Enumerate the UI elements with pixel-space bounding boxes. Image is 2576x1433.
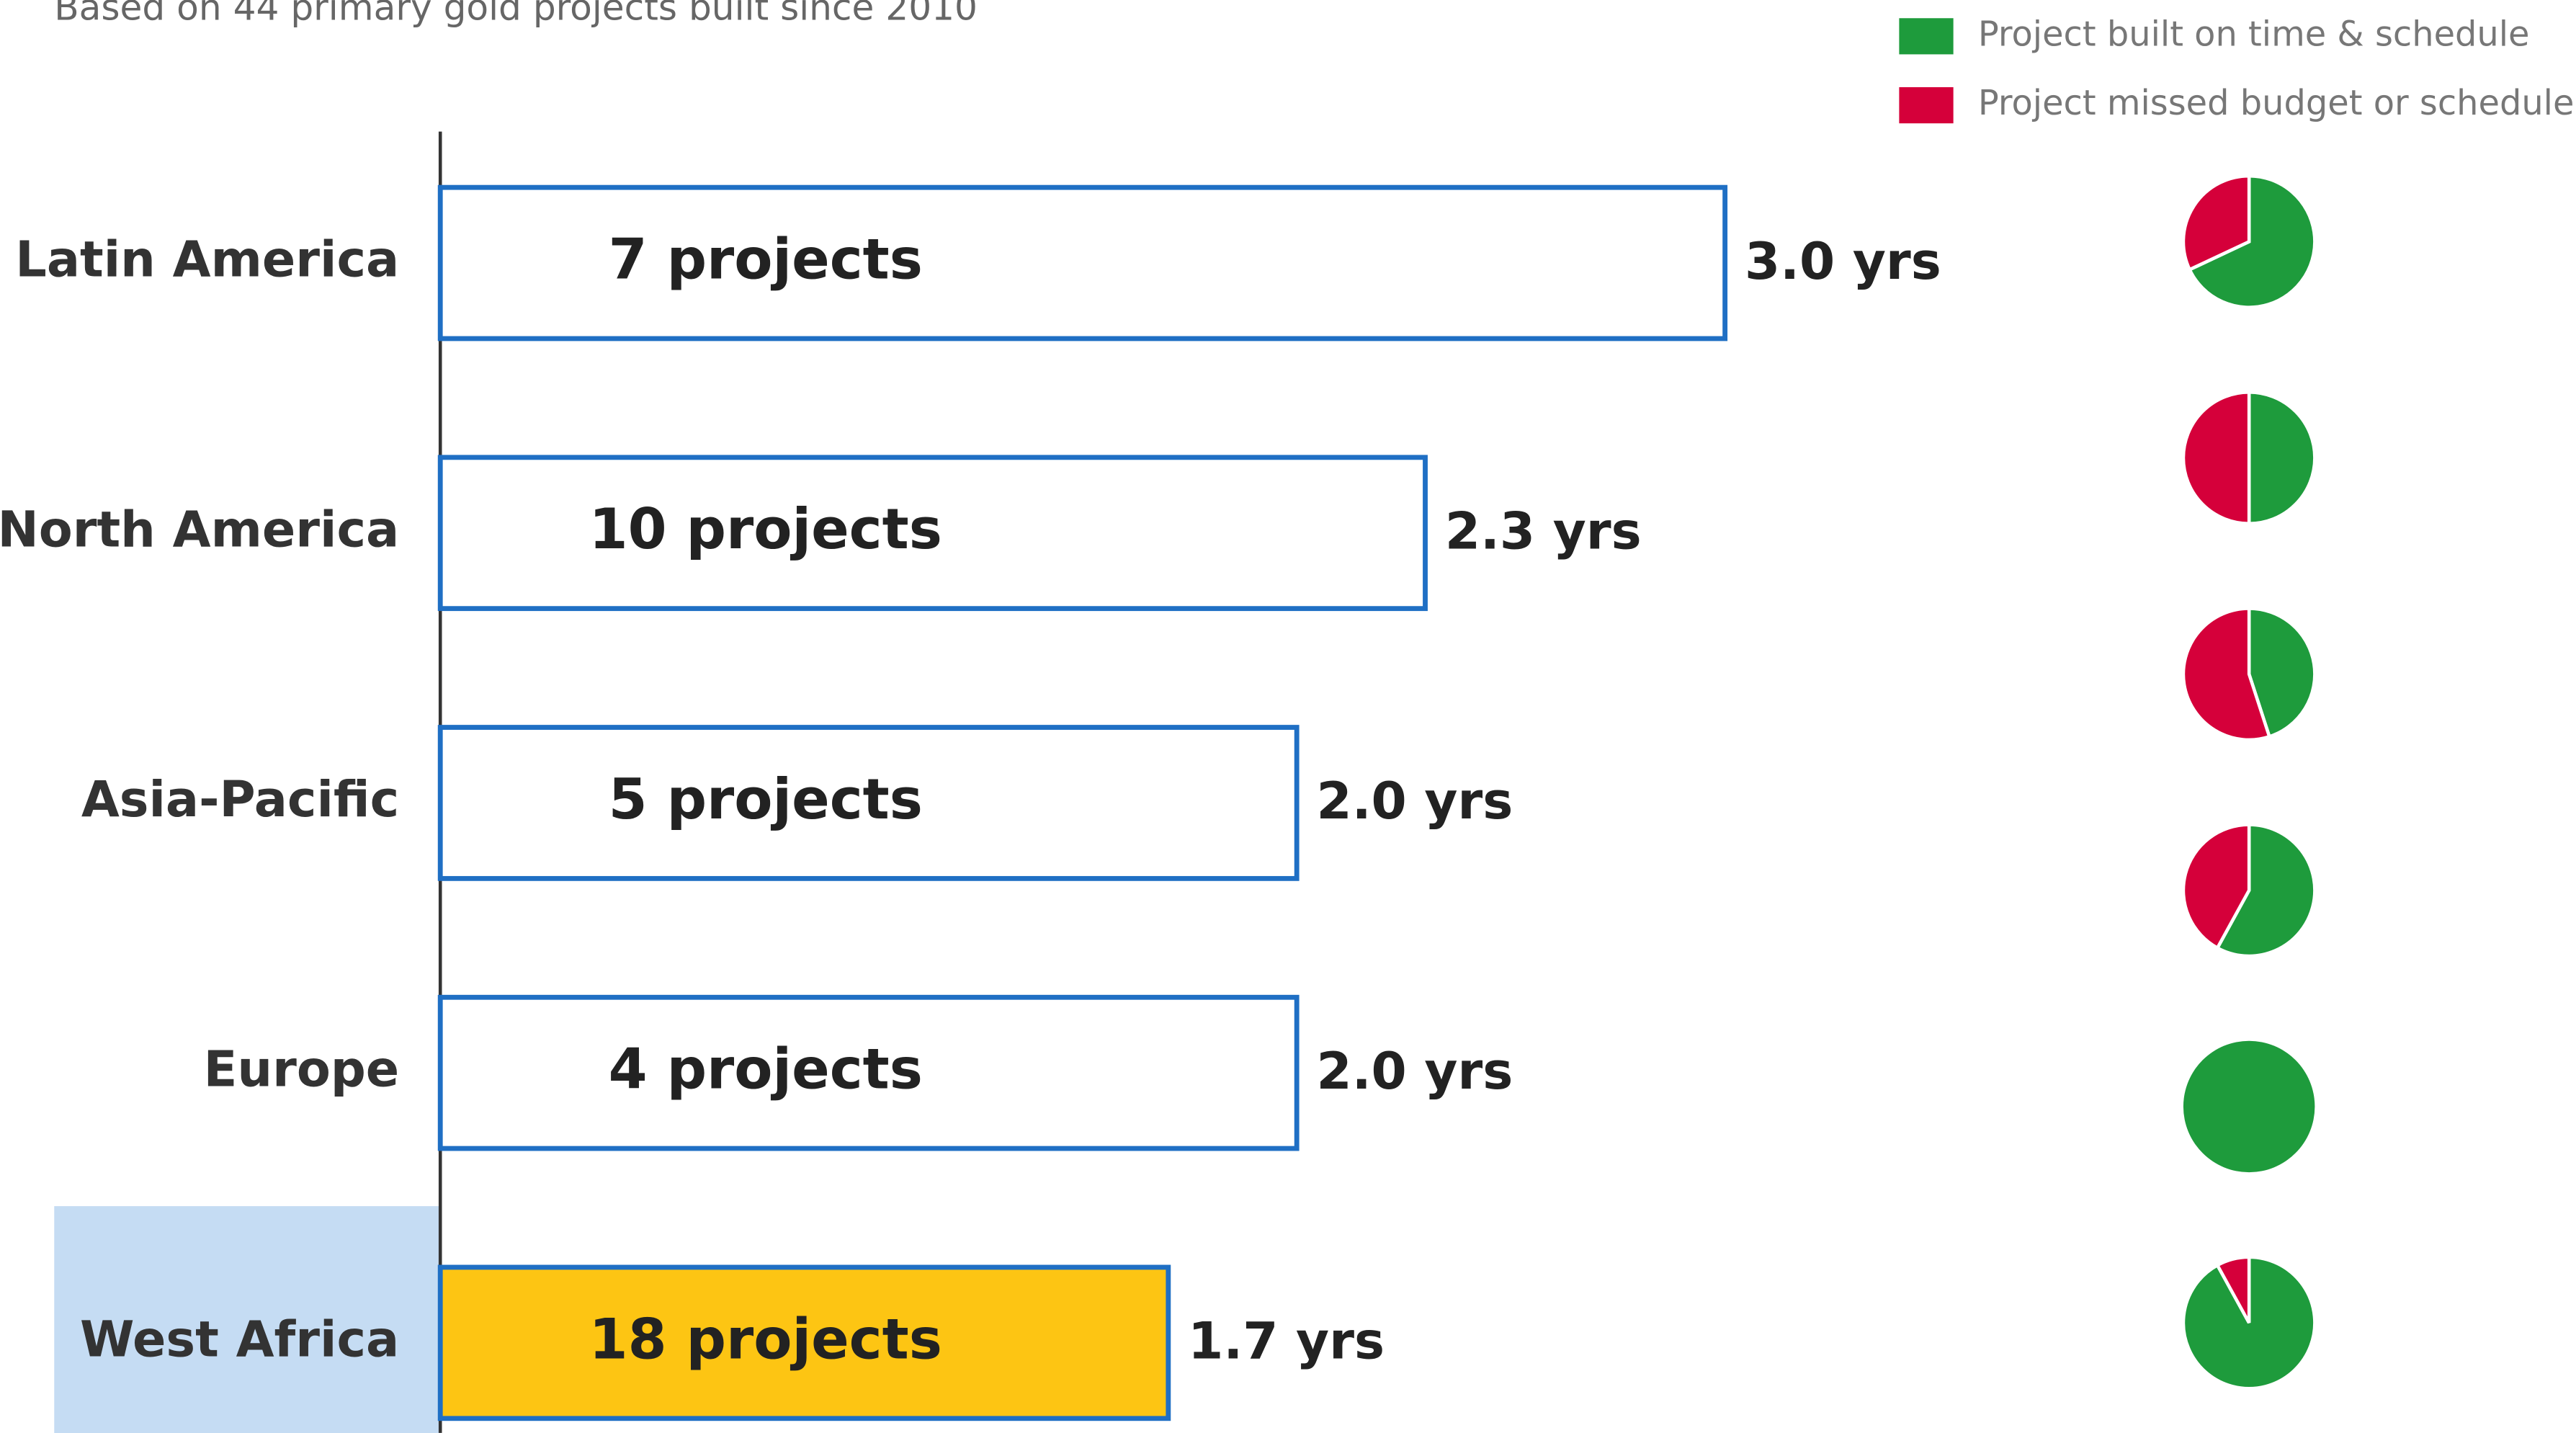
pie-slice — [2187, 174, 2317, 309]
chart-subtitle: Based on 44 primary gold projects built … — [54, 0, 978, 28]
category-label: North America — [0, 501, 399, 558]
value-label: 1.7 yrs — [1188, 1311, 1385, 1371]
bar-label: 10 projects — [589, 497, 942, 562]
pie-slice — [2215, 1255, 2251, 1324]
bar-label: 18 projects — [589, 1307, 942, 1372]
bar — [437, 184, 1728, 341]
bar — [437, 994, 1300, 1151]
pie-slice — [2181, 607, 2272, 742]
legend-swatch — [1899, 18, 1954, 55]
bar — [437, 455, 1428, 612]
value-label: 3.0 yrs — [1745, 231, 1941, 291]
pie-slice — [2247, 390, 2317, 526]
category-label: Europe — [204, 1042, 400, 1099]
highlight-band — [54, 1206, 441, 1433]
bar — [437, 725, 1300, 881]
pie-slice — [2215, 823, 2317, 958]
pie-slice — [2181, 390, 2251, 526]
pie-slice — [2183, 1040, 2315, 1173]
pie-slice — [2181, 823, 2251, 950]
bar-label: 4 projects — [609, 1037, 923, 1102]
pie-slice — [2247, 607, 2317, 739]
legend-swatch — [1899, 87, 1954, 124]
bar-label: 5 projects — [609, 767, 923, 832]
pie-slice — [2181, 174, 2251, 272]
category-label: Latin America — [15, 232, 399, 289]
value-label: 2.0 yrs — [1317, 1041, 1513, 1101]
legend-label: Project missed budget or schedule — [1978, 84, 2575, 123]
category-label: West Africa — [80, 1311, 399, 1368]
bar — [437, 1264, 1171, 1421]
legend-label: Project built on time & schedule — [1978, 14, 2530, 54]
value-label: 2.3 yrs — [1445, 501, 1642, 561]
category-label: Asia-Pacific — [81, 772, 399, 829]
bar-label: 7 projects — [609, 228, 923, 293]
value-label: 2.0 yrs — [1317, 771, 1513, 831]
